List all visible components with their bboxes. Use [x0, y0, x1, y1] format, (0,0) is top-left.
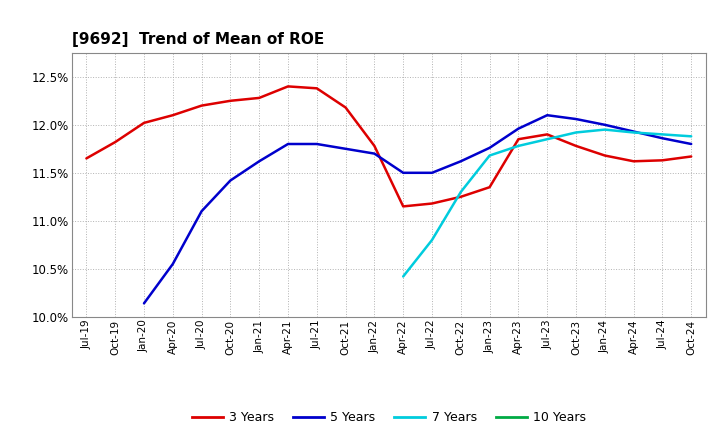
3 Years — [370, 143, 379, 149]
5 Years — [399, 170, 408, 176]
3 Years — [600, 153, 609, 158]
Text: [9692]  Trend of Mean of ROE: [9692] Trend of Mean of ROE — [72, 33, 324, 48]
7 Years — [600, 127, 609, 132]
5 Years — [572, 117, 580, 122]
Legend: 3 Years, 5 Years, 7 Years, 10 Years: 3 Years, 5 Years, 7 Years, 10 Years — [186, 407, 591, 429]
3 Years — [82, 156, 91, 161]
Line: 3 Years: 3 Years — [86, 86, 691, 206]
3 Years — [312, 86, 321, 91]
3 Years — [687, 154, 696, 159]
5 Years — [312, 141, 321, 147]
7 Years — [658, 132, 667, 137]
5 Years — [514, 126, 523, 131]
5 Years — [284, 141, 292, 147]
3 Years — [111, 139, 120, 145]
5 Years — [485, 145, 494, 150]
7 Years — [543, 136, 552, 142]
Line: 5 Years: 5 Years — [144, 115, 691, 303]
3 Years — [255, 95, 264, 101]
5 Years — [543, 113, 552, 118]
5 Years — [370, 151, 379, 156]
3 Years — [658, 158, 667, 163]
5 Years — [428, 170, 436, 176]
3 Years — [629, 159, 638, 164]
3 Years — [226, 98, 235, 103]
5 Years — [197, 209, 206, 214]
3 Years — [456, 194, 465, 199]
5 Years — [255, 159, 264, 164]
7 Years — [456, 189, 465, 194]
5 Years — [629, 129, 638, 134]
5 Years — [600, 122, 609, 128]
3 Years — [572, 143, 580, 149]
3 Years — [485, 184, 494, 190]
7 Years — [514, 143, 523, 149]
3 Years — [399, 204, 408, 209]
5 Years — [341, 146, 350, 151]
7 Years — [428, 237, 436, 242]
3 Years — [140, 120, 148, 125]
7 Years — [399, 274, 408, 279]
7 Years — [572, 130, 580, 135]
5 Years — [687, 141, 696, 147]
3 Years — [428, 201, 436, 206]
7 Years — [687, 134, 696, 139]
7 Years — [629, 130, 638, 135]
5 Years — [226, 178, 235, 183]
3 Years — [197, 103, 206, 108]
5 Years — [140, 301, 148, 306]
Line: 7 Years: 7 Years — [403, 130, 691, 276]
5 Years — [168, 261, 177, 267]
3 Years — [543, 132, 552, 137]
3 Years — [284, 84, 292, 89]
3 Years — [168, 113, 177, 118]
7 Years — [485, 153, 494, 158]
5 Years — [456, 159, 465, 164]
5 Years — [658, 136, 667, 141]
3 Years — [514, 136, 523, 142]
3 Years — [341, 105, 350, 110]
